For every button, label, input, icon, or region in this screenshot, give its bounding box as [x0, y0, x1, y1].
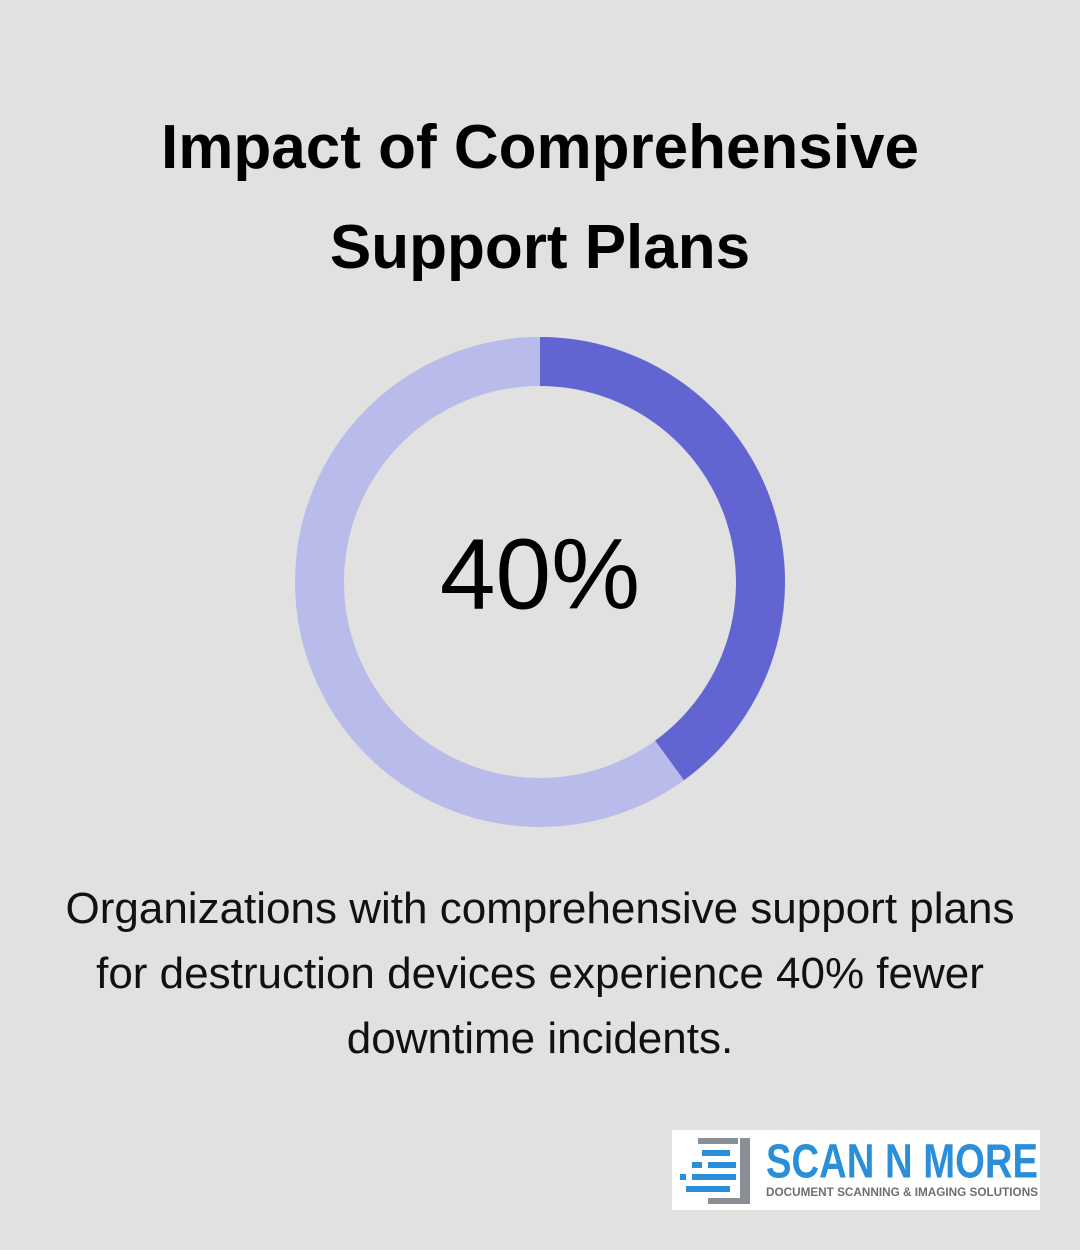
logo: SCAN N MORE DOCUMENT SCANNING & IMAGING …	[672, 1130, 1040, 1210]
donut-segment	[539, 337, 785, 781]
logo-icon	[680, 1138, 750, 1204]
chart-title: Impact of Comprehensive Support Plans	[161, 113, 919, 282]
caption: Organizations with comprehensive support…	[65, 884, 1015, 1063]
logo-tagline: DOCUMENT SCANNING & IMAGING SOLUTIONS	[766, 1185, 1038, 1199]
logo-name: SCAN N MORE	[766, 1136, 1038, 1189]
center-label: 40%	[440, 518, 640, 630]
